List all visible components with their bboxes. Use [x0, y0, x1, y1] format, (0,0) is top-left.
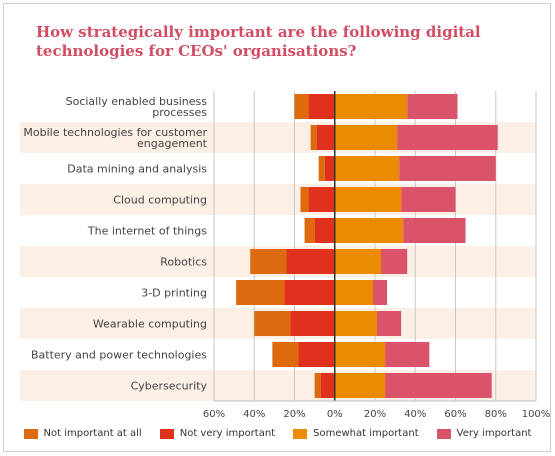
x-tick-label: 60%: [203, 409, 225, 420]
bar: [334, 280, 373, 305]
legend-swatch: [293, 428, 308, 439]
bar: [401, 187, 456, 212]
x-tick-label: 80%: [485, 409, 507, 420]
bar: [316, 125, 335, 150]
bar: [334, 94, 408, 119]
legend-item: Very important: [436, 428, 532, 439]
legend-label: Not important at all: [43, 428, 142, 439]
category-label: 3-D printing: [141, 287, 207, 300]
bar: [254, 311, 291, 336]
chart-legend: Not important at all Not very important So…: [0, 428, 555, 439]
bar: [320, 373, 335, 398]
chart-title: How strategically important are the foll…: [36, 23, 481, 60]
bar: [308, 94, 335, 119]
bar: [314, 373, 321, 398]
bar: [385, 342, 430, 367]
bar: [334, 187, 402, 212]
bar: [403, 218, 466, 243]
x-tick-label: 60%: [444, 409, 466, 420]
bar: [310, 125, 317, 150]
legend-label: Somewhat important: [313, 428, 419, 439]
category-label: Socially enabled business: [66, 95, 208, 108]
bar: [272, 342, 299, 367]
x-tick-label: 40%: [243, 409, 265, 420]
row-band: [20, 184, 536, 215]
bar: [298, 342, 335, 367]
bar: [381, 249, 408, 274]
bar: [300, 187, 309, 212]
bar: [304, 218, 315, 243]
bar: [399, 156, 496, 181]
bar: [324, 156, 335, 181]
legend-item: Not very important: [159, 428, 276, 439]
bar: [250, 249, 287, 274]
x-tick-label: 0%: [327, 409, 343, 420]
legend-swatch: [23, 428, 38, 439]
x-tick-label: 20%: [364, 409, 386, 420]
bar: [314, 218, 335, 243]
bar: [334, 342, 386, 367]
category-label: Data mining and analysis: [67, 163, 207, 176]
bar: [286, 249, 335, 274]
x-tick-label: 40%: [404, 409, 426, 420]
legend-label: Not very important: [179, 428, 276, 439]
category-label: Mobile technologies for customer: [23, 126, 207, 139]
bar: [377, 311, 402, 336]
bar: [318, 156, 325, 181]
legend-swatch: [159, 428, 174, 439]
x-tick-label: 100%: [522, 409, 551, 420]
bar: [334, 311, 378, 336]
bar: [290, 311, 335, 336]
bar: [334, 373, 386, 398]
bar: [236, 280, 285, 305]
legend-item: Not important at all: [23, 428, 142, 439]
legend-item: Somewhat important: [293, 428, 419, 439]
category-label: Cybersecurity: [131, 380, 208, 393]
bar: [334, 249, 382, 274]
bar: [334, 156, 400, 181]
category-label: The internet of things: [87, 225, 207, 238]
x-tick-label: 20%: [283, 409, 305, 420]
bar: [334, 218, 404, 243]
category-label: engagement: [137, 137, 208, 150]
legend-swatch: [436, 428, 451, 439]
category-label: processes: [152, 106, 207, 119]
bar: [385, 373, 492, 398]
bar: [372, 280, 388, 305]
bar: [294, 94, 309, 119]
legend-label: Very important: [456, 428, 532, 439]
category-label: Wearable computing: [93, 318, 207, 331]
bar: [308, 187, 335, 212]
category-label: Cloud computing: [113, 194, 207, 207]
bar: [334, 125, 398, 150]
category-label: Robotics: [160, 256, 207, 269]
bar: [397, 125, 498, 150]
bar: [407, 94, 458, 119]
bar: [284, 280, 335, 305]
category-label: Battery and power technologies: [31, 349, 207, 362]
